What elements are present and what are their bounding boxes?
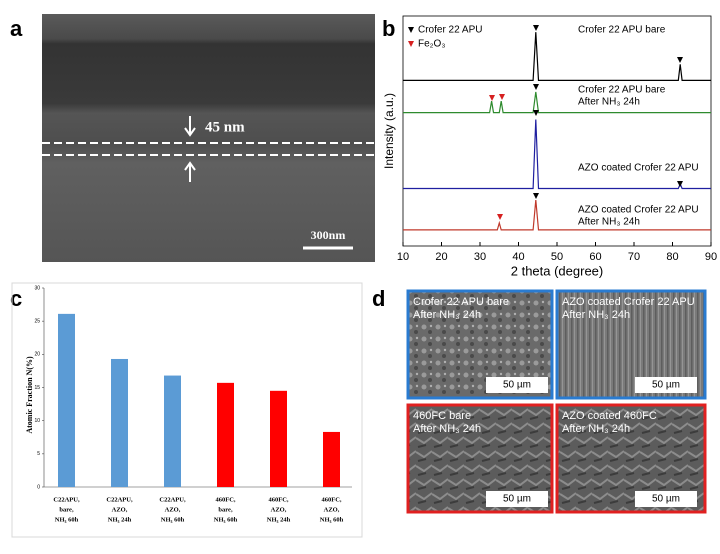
x-tick-label: AZO, <box>165 506 181 513</box>
x-tick-label: NH₃ 60h <box>55 516 79 523</box>
scale-bar-label: 50 µm <box>503 494 531 505</box>
x-tick-label: NH₃ 60h <box>161 516 185 523</box>
bar <box>217 382 234 487</box>
x-tick-label: C22APU, <box>53 496 80 503</box>
peak-marker <box>499 94 505 100</box>
peak-marker <box>408 27 414 33</box>
peak-marker <box>533 110 539 116</box>
trace-label: Crofer 22 APU bare <box>578 85 666 96</box>
x-tick-label: bare, <box>218 506 233 513</box>
x-tick-label: bare, <box>59 506 74 513</box>
sem-image <box>42 14 375 262</box>
scale-box <box>635 491 697 507</box>
panel-label: b <box>382 16 395 41</box>
y-tick-label: 20 <box>34 352 40 358</box>
thickness-label: 45 nm <box>205 119 245 135</box>
tile-label: AZO coated Crofer 22 APU <box>562 296 695 308</box>
x-tick-label: 50 <box>551 251 563 263</box>
y-axis-label: Intensity (a.u.) <box>382 93 396 169</box>
scale-bar-label: 300nm <box>311 228 346 242</box>
x-tick-label: 60 <box>589 251 601 263</box>
x-tick-label: NH₃ 24h <box>267 516 291 523</box>
trace-label: After NH₃ 24h <box>578 97 640 108</box>
trace-label: Crofer 22 APU bare <box>578 25 666 36</box>
peak-marker <box>677 181 683 187</box>
x-tick-label: AZO, <box>112 506 128 513</box>
scale-bar-label: 50 µm <box>503 380 531 391</box>
arrow <box>184 161 196 182</box>
tile-label: After NH₃ 24h <box>562 309 630 321</box>
panel-label: d <box>372 286 385 311</box>
peak-marker <box>489 95 495 101</box>
trace-label: AZO coated Crofer 22 APU <box>578 205 699 216</box>
scale-bar-label: 50 µm <box>652 380 680 391</box>
legend-label: Fe₂O₃ <box>418 39 445 50</box>
y-tick-label: 5 <box>37 451 40 457</box>
peak-marker <box>408 41 414 47</box>
xrd-trace <box>403 32 711 81</box>
arrow <box>184 116 196 137</box>
bar <box>270 390 287 487</box>
xrd-trace <box>403 199 711 231</box>
x-tick-label: 30 <box>474 251 486 263</box>
scale-box <box>635 377 697 393</box>
x-tick-label: AZO, <box>324 506 340 513</box>
sem-grid <box>406 289 707 514</box>
y-tick-label: 25 <box>34 318 40 324</box>
scale-box <box>486 491 548 507</box>
tile-label: After NH₃ 24h <box>562 423 630 435</box>
x-tick-label: 80 <box>666 251 678 263</box>
xrd-trace <box>403 119 711 190</box>
tile-label: Crofer 22 APU bare <box>413 296 509 308</box>
peak-marker <box>677 57 683 63</box>
peak-marker <box>497 214 503 220</box>
scale-bar-label: 50 µm <box>652 494 680 505</box>
x-tick-label: 20 <box>435 251 447 263</box>
bar <box>323 431 340 487</box>
peak-marker <box>533 193 539 199</box>
xrd-trace <box>403 91 711 114</box>
y-tick-label: 30 <box>34 285 40 291</box>
x-tick-label: 460FC, <box>321 496 341 503</box>
x-tick-label: C22APU, <box>159 496 186 503</box>
x-tick-label: AZO, <box>271 506 287 513</box>
scale-box <box>486 377 548 393</box>
y-tick-label: 15 <box>34 385 40 391</box>
x-axis-label: 2 theta (degree) <box>511 263 604 278</box>
tile-label: After NH₃ 24h <box>413 423 481 435</box>
legend-label: Crofer 22 APU <box>418 25 482 36</box>
x-tick-label: 90 <box>705 251 717 263</box>
bar <box>111 358 128 487</box>
panel-label: a <box>10 16 23 41</box>
panel-frame <box>11 282 363 538</box>
x-tick-label: NH₃ 60h <box>214 516 238 523</box>
peak-marker <box>533 84 539 90</box>
x-tick-label: 10 <box>397 251 409 263</box>
peak-marker <box>533 25 539 31</box>
bar <box>164 375 181 487</box>
tile-label: After NH₃ 24h <box>413 309 481 321</box>
y-tick-label: 0 <box>37 484 40 490</box>
x-tick-label: 460FC, <box>268 496 288 503</box>
panel-label: c <box>10 286 22 311</box>
bar <box>58 313 75 487</box>
x-tick-label: 70 <box>628 251 640 263</box>
tile-label: 460FC bare <box>413 410 471 422</box>
x-tick-label: 460FC, <box>215 496 235 503</box>
y-tick-label: 10 <box>34 418 40 424</box>
trace-label: AZO coated Crofer 22 APU <box>578 163 699 174</box>
x-tick-label: NH₃ 24h <box>108 516 132 523</box>
tile-label: AZO coated 460FC <box>562 410 657 422</box>
x-tick-label: C22APU, <box>106 496 133 503</box>
x-tick-label: NH₃ 60h <box>320 516 344 523</box>
x-tick-label: 40 <box>512 251 524 263</box>
y-axis-label: Atomic Fraction N(%) <box>25 356 34 434</box>
trace-label: After NH₃ 24h <box>578 217 640 228</box>
